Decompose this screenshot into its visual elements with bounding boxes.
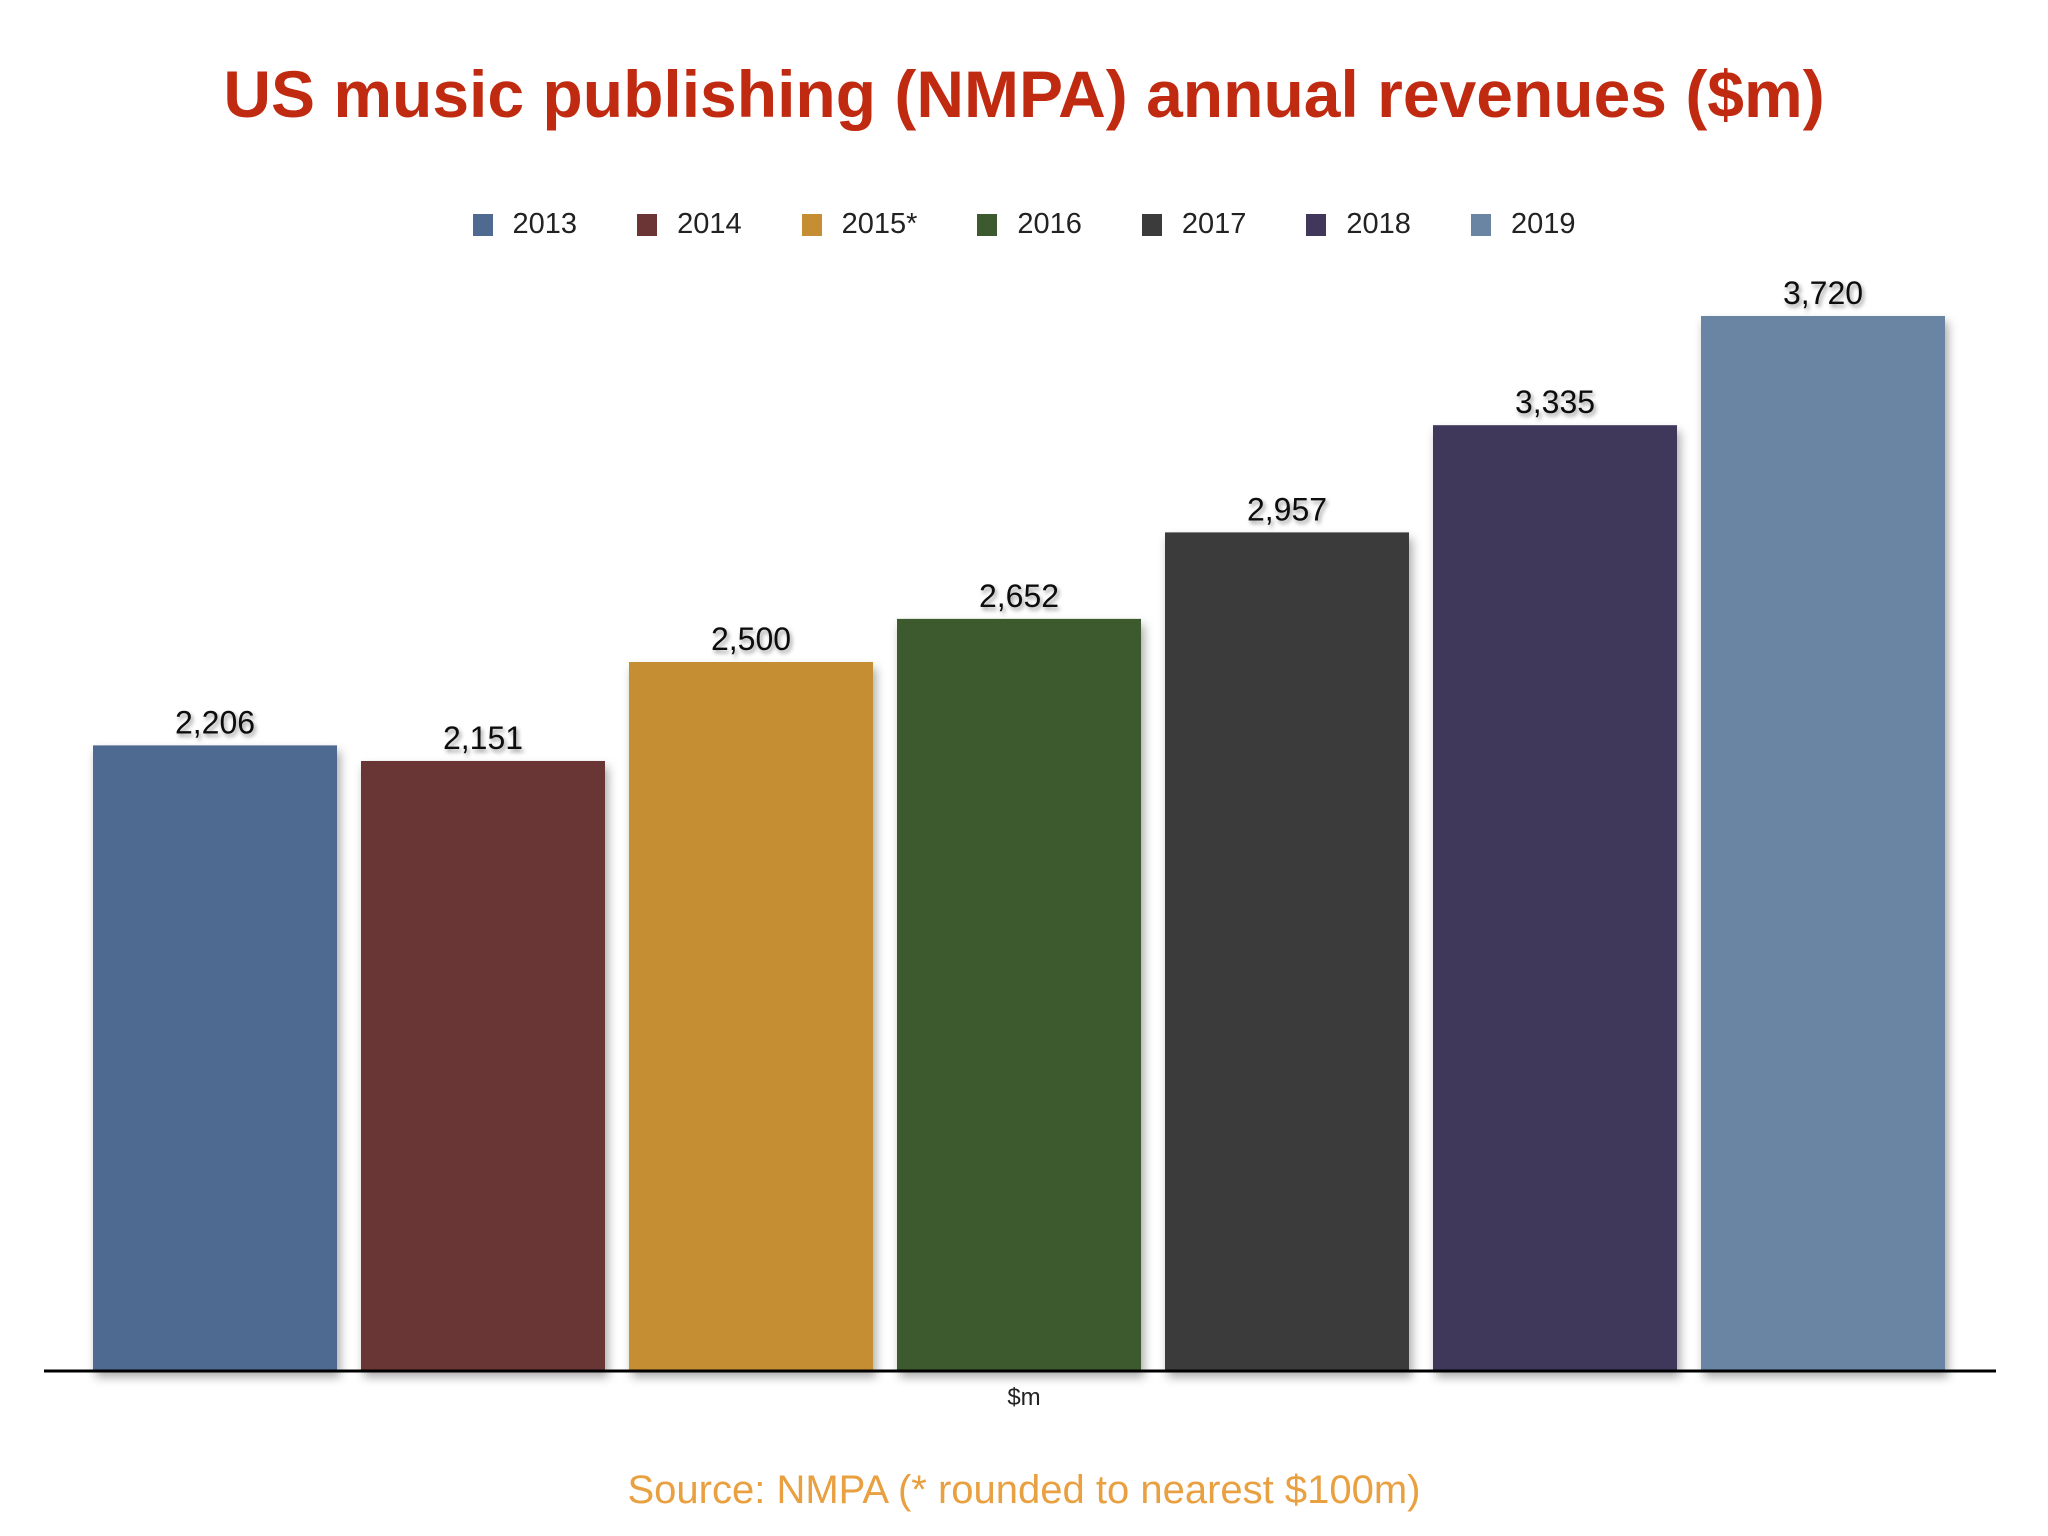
bar-2015 [629,661,873,1371]
data-label: 2,151 [443,720,523,756]
chart-title: US music publishing (NMPA) annual revenu… [223,57,1825,131]
data-label: 3,720 [1783,275,1863,311]
legend-swatch [977,213,998,236]
legend-label: 2013 [512,208,578,240]
data-label: 2,652 [979,578,1059,614]
data-label: 3,335 [1515,384,1595,420]
legend-label: 2019 [1510,208,1576,240]
legend-swatch [1470,213,1491,236]
legend-swatch [801,213,822,236]
legend-swatch [1306,213,1327,236]
legend-item: 2019 [1470,208,1576,241]
source-note: Source: NMPA (* rounded to nearest $100m… [627,1468,1421,1512]
legend-item: 2013 [472,208,578,241]
bar-2017 [1165,532,1409,1371]
bar-2013 [93,745,337,1371]
data-label: 2,206 [175,704,255,740]
legend-label: 2014 [677,208,742,240]
data-label: 2,500 [711,621,791,657]
bar-2019 [1701,316,1945,1371]
legend-label: 2015* [841,208,918,240]
legend-item: 2017 [1141,208,1247,241]
bar-2018 [1433,425,1677,1371]
legend-label: 2017 [1181,208,1247,240]
data-label: 2,957 [1247,491,1327,527]
legend-label: 2016 [1017,208,1082,240]
legend-swatch [637,213,658,236]
x-axis-label: $m [1007,1384,1041,1411]
legend-item: 2016 [977,208,1082,241]
legend-swatch [1141,213,1162,236]
bar-2016 [897,618,1141,1371]
legend-item: 2014 [637,208,742,241]
legend-swatch [472,213,493,236]
legend-label: 2018 [1346,208,1411,240]
legend-item: 2015* [801,208,918,241]
legend: 2013 2014 2015* 2016 2017 2018 2019 [0,208,2048,241]
bar-2014 [361,760,605,1371]
legend-item: 2018 [1306,208,1411,241]
